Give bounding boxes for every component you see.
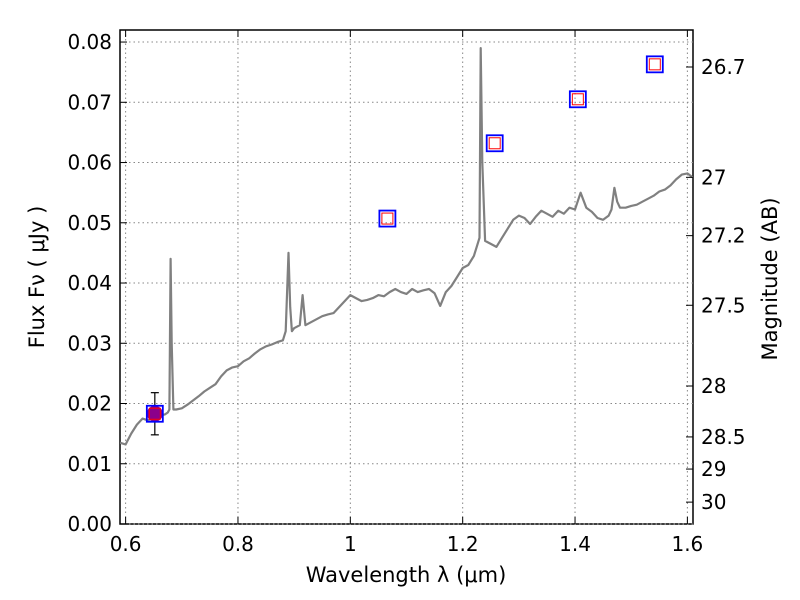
model-point-inner <box>488 137 501 150</box>
y2-tick-label: 30 <box>701 490 726 514</box>
y2-axis: 26.7 27 27.2 27.5 28 28.5 29 30 <box>686 55 746 514</box>
model-point-inner <box>148 407 161 420</box>
x-tick-label: 1.2 <box>447 532 479 556</box>
y-tick-label: 0.08 <box>67 30 112 54</box>
model-point-inner <box>571 93 584 106</box>
y-tick-label: 0.02 <box>67 392 112 416</box>
y2-tick-label: 28.5 <box>701 425 746 449</box>
model-point-inner <box>381 212 394 225</box>
y2-tick-label: 28 <box>701 374 726 398</box>
plot-area <box>120 46 693 446</box>
x-tick-label: 1.6 <box>671 532 703 556</box>
y-axis-label: Flux Fν ( μJy ) <box>25 206 49 349</box>
model-point-outer <box>378 209 397 228</box>
x-tick-label: 1.4 <box>559 532 591 556</box>
model-point-outer <box>485 134 504 153</box>
grid-lines <box>120 30 693 525</box>
y2-tick-label: 27 <box>701 165 726 189</box>
x-axis-label: Wavelength λ (μm) <box>306 563 507 587</box>
y-tick-label: 0.06 <box>67 151 112 175</box>
model-point-outer <box>645 55 664 74</box>
x-tick-label: 1 <box>344 532 357 556</box>
y-tick-label: 0.03 <box>67 331 112 355</box>
y-axis: 0.00 0.01 0.02 0.03 0.04 0.05 0.06 0.07 0.08 <box>67 30 127 536</box>
plot-frame <box>119 29 694 525</box>
data-group <box>120 46 693 446</box>
y-tick-label: 0.01 <box>67 452 112 476</box>
y2-axis-label: Magnitude (AB) <box>758 197 782 360</box>
spectrum-line <box>120 46 693 446</box>
y2-tick-label: 27.2 <box>701 224 746 248</box>
y-tick-label: 0.07 <box>67 90 112 114</box>
y-tick-label: 0.00 <box>67 512 112 536</box>
x-axis: 0.6 0.8 1 1.2 1.4 1.6 <box>110 30 703 556</box>
y2-tick-label: 27.5 <box>701 293 746 317</box>
x-tick-label: 0.8 <box>222 532 254 556</box>
model-point-inner <box>648 58 661 71</box>
y2-tick-label: 26.7 <box>701 55 746 79</box>
model-point-outer <box>145 404 164 423</box>
model-point-outer <box>568 90 587 109</box>
photometry-point <box>146 405 163 422</box>
y2-tick-label: 29 <box>701 457 726 481</box>
y-tick-label: 0.04 <box>67 271 112 295</box>
x-tick-label: 0.6 <box>110 532 142 556</box>
y-tick-label: 0.05 <box>67 211 112 235</box>
